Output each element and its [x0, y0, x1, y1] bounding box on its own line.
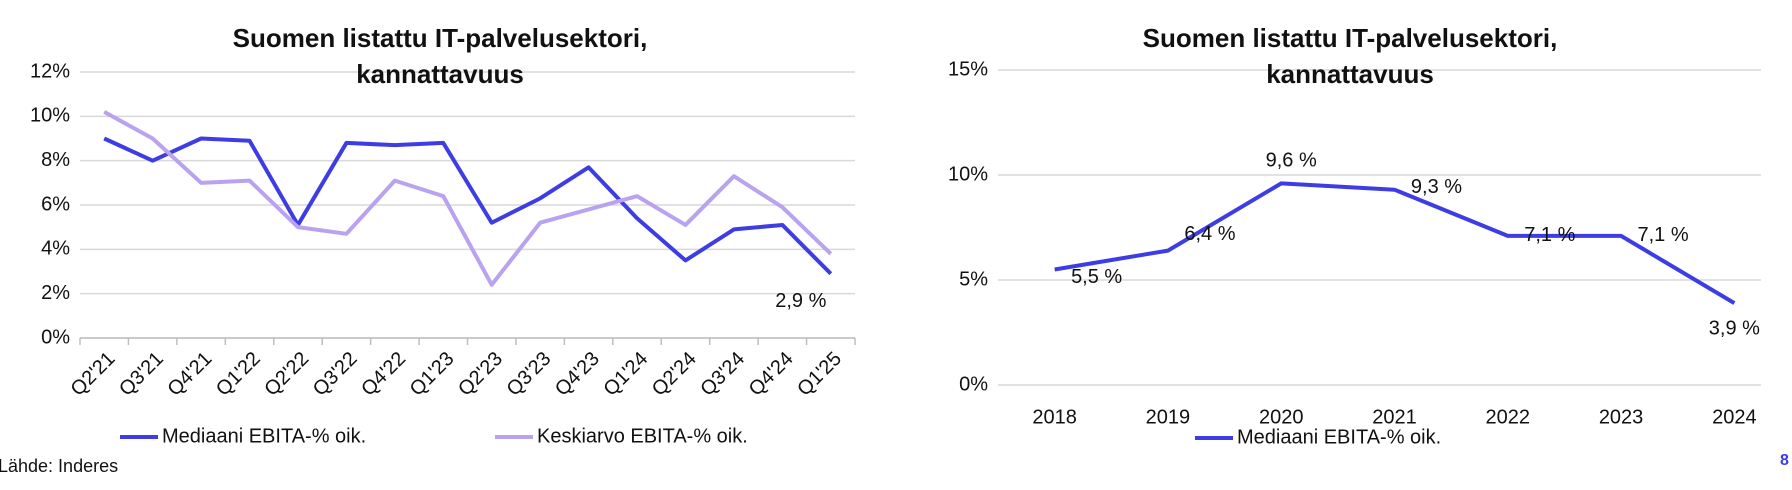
- x-tick-label: Q2'23: [454, 348, 507, 401]
- line-series: [1054, 181, 1736, 305]
- y-tick-label: 4%: [41, 238, 70, 260]
- legend-label: Mediaani EBITA-% oik.: [1237, 426, 1441, 448]
- x-tick-label: Q1'22: [212, 348, 265, 401]
- data-label: 3,9 %: [1709, 317, 1760, 339]
- chart-title: Suomen listattu IT-palvelusektori, kanna…: [232, 23, 648, 89]
- x-tick-label: 2019: [1146, 406, 1191, 428]
- data-label: 6,4 %: [1184, 223, 1235, 245]
- x-tick-label: 2023: [1599, 406, 1644, 428]
- x-tick-label: Q3'23: [503, 348, 556, 401]
- data-label: 2,9 %: [775, 290, 826, 312]
- x-tick-label: Q1'23: [406, 348, 459, 401]
- y-tick-label: 6%: [41, 193, 70, 215]
- x-tick-label: Q4'24: [745, 348, 798, 401]
- x-tick-label: Q3'21: [115, 348, 168, 401]
- x-tick-label: Q2'21: [67, 348, 120, 401]
- x-tick-label: Q4'22: [357, 348, 410, 401]
- x-tick-label: 2020: [1259, 406, 1304, 428]
- x-tick-label: Q2'22: [260, 348, 313, 401]
- x-tick-label: 2018: [1032, 406, 1077, 428]
- x-tick-label: 2022: [1486, 406, 1531, 428]
- y-tick-label: 12%: [30, 60, 70, 82]
- x-tick-label: Q2'24: [648, 348, 701, 401]
- legend-label: Mediaani EBITA-% oik.: [162, 425, 366, 447]
- data-label: 9,3 %: [1411, 176, 1462, 198]
- y-tick-label: 0%: [959, 373, 988, 395]
- x-tick-label: Q1'24: [599, 348, 652, 401]
- y-tick-label: 8%: [41, 149, 70, 171]
- line-series: [103, 110, 833, 287]
- chart-title: Suomen listattu IT-palvelusektori, kanna…: [1142, 23, 1558, 89]
- y-tick-label: 15%: [948, 58, 988, 80]
- y-tick-label: 10%: [948, 163, 988, 185]
- source: Lähde: Inderes: [0, 456, 119, 476]
- page-number: 8: [1780, 452, 1789, 469]
- data-label: 5,5 %: [1071, 266, 1122, 288]
- line-series: [103, 136, 833, 276]
- x-tick-label: 2024: [1712, 406, 1757, 428]
- data-label: 9,6 %: [1266, 150, 1317, 172]
- y-tick-label: 0%: [41, 326, 70, 348]
- y-tick-label: 5%: [959, 268, 988, 290]
- x-tick-label: 2021: [1372, 406, 1417, 428]
- x-tick-label: Q3'24: [696, 348, 749, 401]
- y-tick-label: 10%: [30, 105, 70, 127]
- data-label: 7,1 %: [1524, 224, 1575, 246]
- y-tick-label: 2%: [41, 282, 70, 304]
- x-tick-label: Q1'25: [793, 348, 846, 401]
- legend-label: Keskiarvo EBITA-% oik.: [537, 425, 748, 447]
- data-label: 7,1 %: [1637, 224, 1688, 246]
- x-tick-label: Q3'22: [309, 348, 362, 401]
- x-tick-label: Q4'21: [164, 348, 217, 401]
- x-tick-label: Q4'23: [551, 348, 604, 401]
